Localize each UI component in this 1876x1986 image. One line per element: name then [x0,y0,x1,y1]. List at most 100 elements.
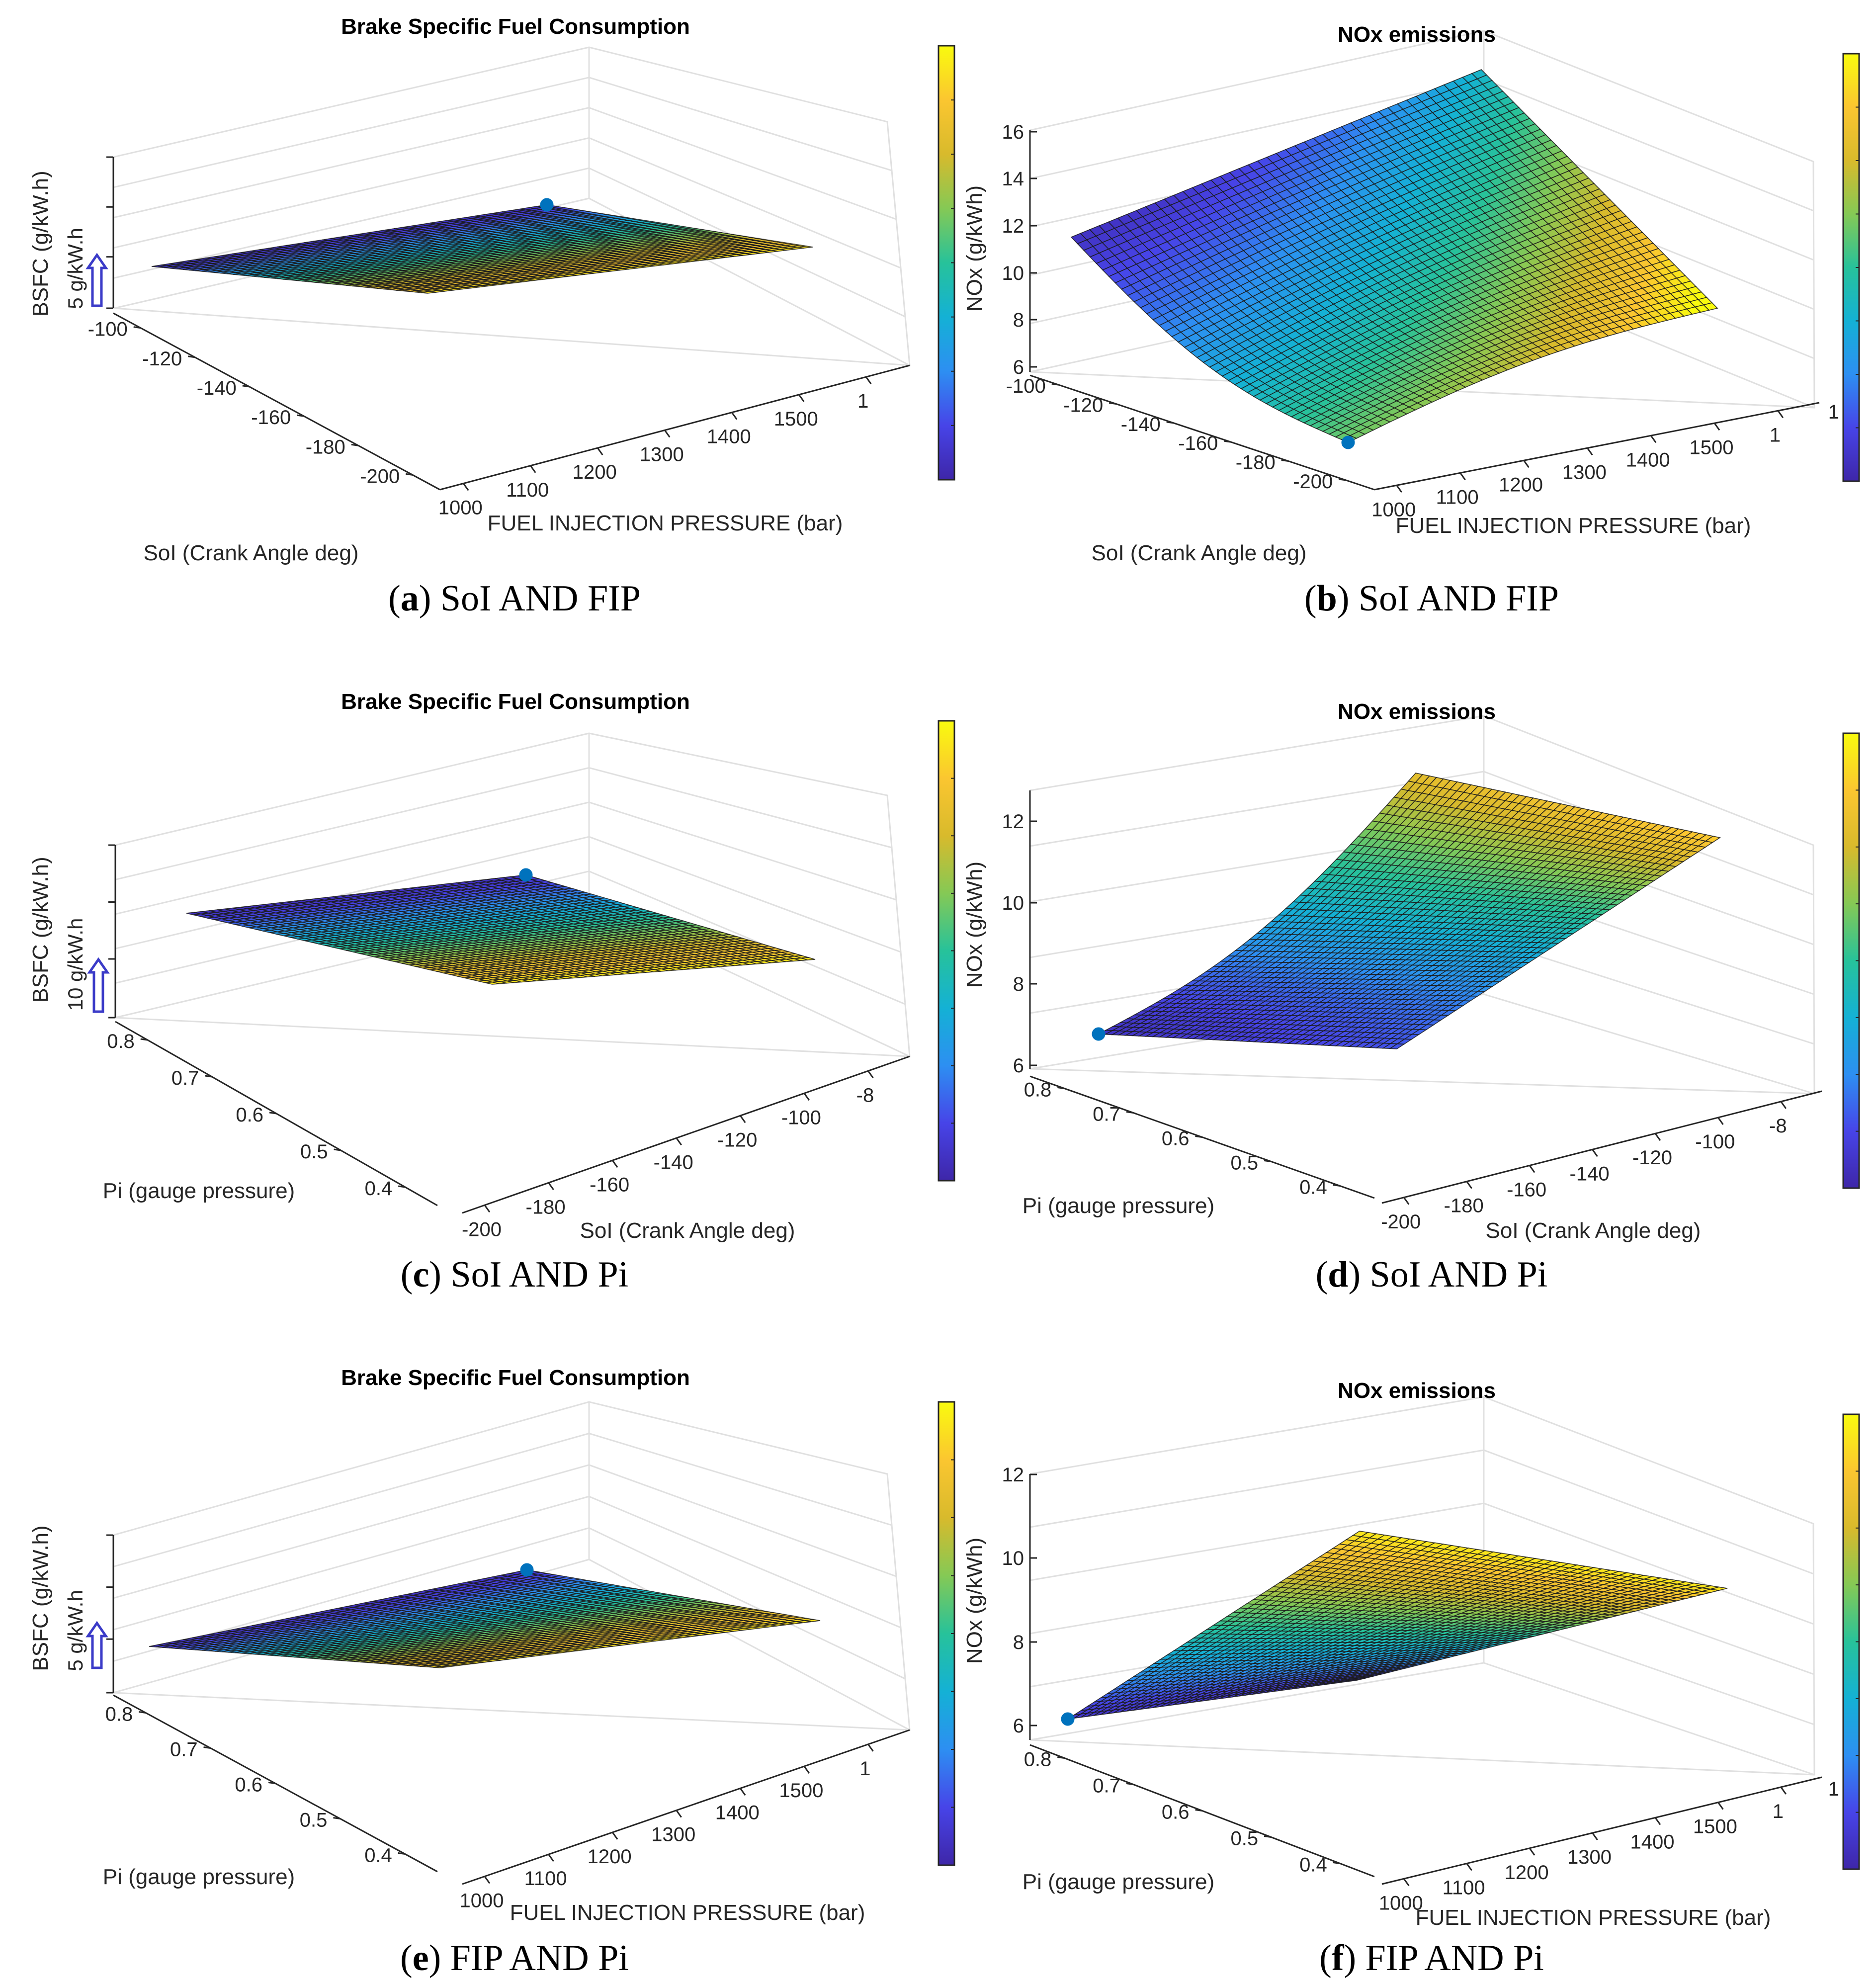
x-tick-mark [297,415,304,416]
x-tick-label: -120 [142,348,182,370]
y-tick-mark [1778,411,1783,418]
y-tick-mark [1524,460,1529,467]
x-tick-label: -160 [1178,432,1218,454]
x-tick-label: -180 [1236,452,1276,474]
y-tick-label: 1300 [1562,461,1607,483]
scale-note: 10 g/kW.h [64,918,87,1011]
x-tick-mark [269,1113,276,1114]
y-tick-mark [1460,473,1465,480]
optimum-marker [1342,436,1355,449]
y-tick-label: -100 [781,1107,821,1128]
x-tick-mark [1224,441,1231,442]
x-tick-mark [1339,479,1346,480]
y-axis-label: SoI (Crank Angle deg) [580,1218,795,1243]
y-tick-mark [677,1138,682,1145]
chart-title: Brake Specific Fuel Consumption [341,690,690,714]
x-tick-label: -100 [1006,375,1046,397]
y-tick-mark [868,1071,873,1078]
grid-line [114,108,589,218]
x-tick-label: 0.4 [365,1178,393,1200]
grid-line [589,768,892,848]
x-tick-mark [1109,403,1116,404]
x-axis-label: SoI (Crank Angle deg) [144,541,359,565]
x-tick-label: -180 [306,436,345,458]
y-tick-label: 1400 [1626,449,1670,471]
x-tick-mark [205,1076,212,1077]
panel-a: -100 -120 -140 -160 -180 -200 1000 1100 1200 1300… [28,14,954,565]
grid-line [589,802,896,900]
y-tick-mark [1587,448,1592,455]
grid-line [115,768,589,879]
y-tick-label: 1200 [1499,474,1543,496]
x-tick-label: -120 [1063,395,1103,417]
x-tick-mark [243,386,250,387]
y-tick-mark [732,413,737,420]
y-tick-label: 1300 [640,443,684,465]
z-axis-label: BSFC (g/kW.h) [28,171,53,316]
y-tick-label: -8 [856,1084,874,1106]
z-axis-label: NOx (g/kWh) [962,185,987,312]
up-arrow-icon [88,255,106,306]
x-tick-label: 0.6 [236,1104,263,1126]
y-tick-label: 1200 [573,461,617,483]
optimum-marker [540,198,553,211]
x-tick-mark [334,1149,341,1150]
up-arrow-icon [89,959,107,1012]
y-tick-label: -200 [462,1218,502,1240]
grid-lines [113,47,910,365]
y-tick-label: 1 [1770,424,1781,446]
y-tick-mark [549,1183,554,1190]
x-tick-mark [1052,384,1059,385]
y-tick-label: 1400 [707,426,751,448]
y-tick-mark [530,466,535,473]
x-tick-mark [141,1039,148,1040]
y-tick-label: 1000 [438,497,483,519]
z-tick-label: 12 [1002,215,1024,237]
x-tick-label: -140 [197,377,237,399]
panel-c: 0.80.70.60.50.4-200-180-160-140-120-100-… [28,690,954,1243]
y-tick-label: 1500 [1690,436,1734,458]
y-tick-label: -180 [526,1196,566,1218]
surface [1071,70,1717,442]
panel-b: -100-120-140-160-180-2001000110012001300… [962,22,1859,565]
y-tick-mark [1397,485,1402,492]
x-tick-label: -200 [360,465,400,487]
y-axis-line [440,365,910,490]
y-tick-label: 1100 [506,479,549,501]
x-tick-mark [398,1186,405,1187]
y-tick-label: 1100 [1436,486,1479,508]
x-tick-label: -160 [251,407,291,429]
x-tick-mark [1167,422,1174,423]
y-tick-mark [485,1205,490,1212]
y-tick-mark [866,377,871,384]
z-tick-label: 8 [1013,309,1024,331]
x-tick-label: 0.7 [171,1067,199,1089]
x-axis-label: Pi (gauge pressure) [103,1179,295,1203]
x-tick-mark [351,444,358,445]
x-tick-mark [188,356,195,357]
y-tick-label: 1500 [774,408,818,430]
z-tick-label: 10 [1002,262,1024,284]
z-tick-label: 14 [1002,168,1024,190]
x-tick-label: 0.5 [300,1141,328,1163]
y-axis-label: FUEL INJECTION PRESSURE (bar) [488,511,843,535]
y-tick-mark [665,430,670,437]
x-tick-label: -140 [1121,414,1161,435]
z-axis-label: BSFC (g/kW.h) [28,857,53,1002]
colorbar-tick-label: 1 [1828,401,1839,423]
x-tick-label: -100 [88,319,128,341]
x-axis-label: SoI (Crank Angle deg) [1092,541,1307,565]
y-tick-label: -160 [590,1174,629,1196]
y-axis-line [462,1056,910,1213]
y-tick-mark [597,448,602,455]
surface [152,205,813,293]
z-tick-label: 16 [1002,121,1024,143]
x-axis-line [113,313,440,490]
chart-title: Brake Specific Fuel Consumption [341,14,690,39]
y-tick-label: -140 [654,1151,693,1173]
y-tick-mark [799,395,804,402]
chart-title: NOx emissions [1338,22,1496,47]
y-tick-label: 1 [857,390,868,412]
y-tick-mark [1651,435,1656,442]
